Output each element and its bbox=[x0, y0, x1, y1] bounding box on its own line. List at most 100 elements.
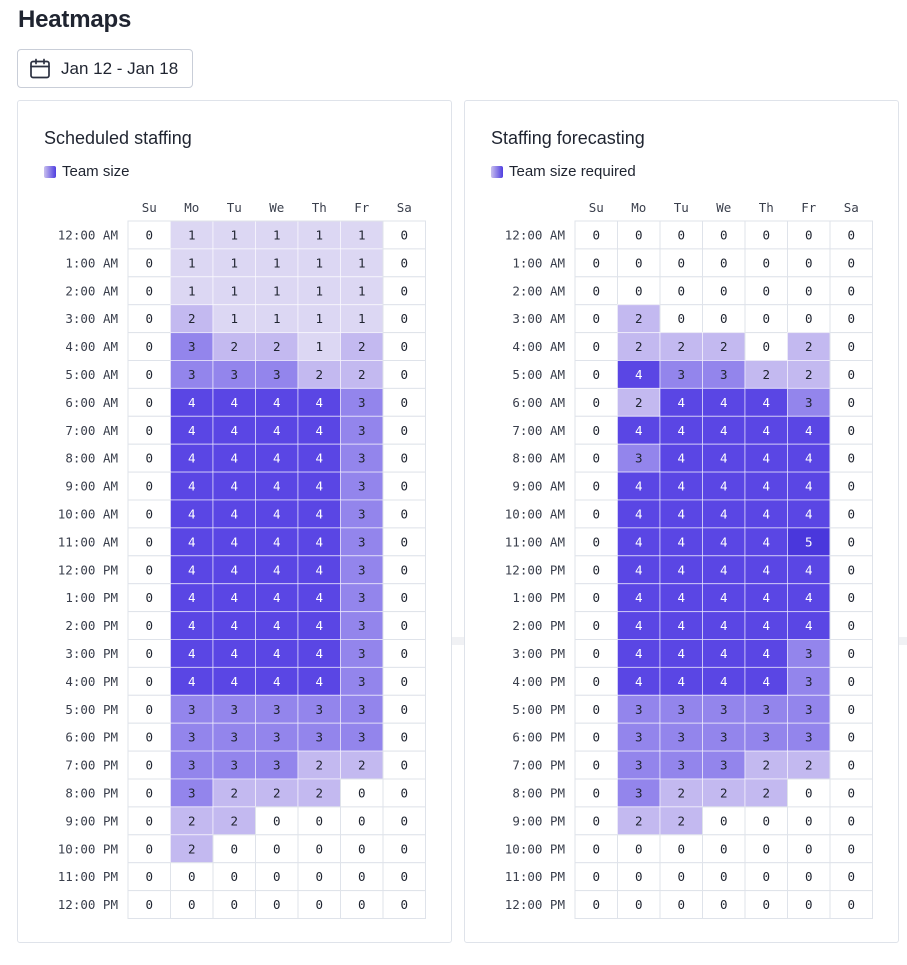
heatmap-cell bbox=[744, 276, 788, 306]
heatmap-cell bbox=[787, 611, 831, 641]
cell-value: 0 bbox=[592, 367, 600, 382]
heatmap-cell bbox=[744, 471, 788, 501]
heatmap-cell bbox=[255, 583, 299, 613]
heatmap-cell bbox=[659, 499, 703, 529]
cell-value: 3 bbox=[358, 702, 366, 717]
heatmap-cell bbox=[127, 499, 171, 529]
heatmap-cell bbox=[659, 360, 703, 389]
cell-value: 3 bbox=[230, 367, 238, 382]
heatmap-cell bbox=[829, 248, 873, 278]
cell-value: 4 bbox=[635, 367, 643, 382]
heatmap-cell bbox=[744, 666, 788, 696]
cell-value: 3 bbox=[635, 785, 643, 800]
heatmap-cell bbox=[829, 527, 873, 557]
cell-value: 4 bbox=[315, 534, 323, 549]
cell-value: 1 bbox=[315, 227, 323, 242]
hour-label: 10:00 PM bbox=[505, 841, 565, 856]
heatmap-cell bbox=[212, 862, 256, 892]
heatmap-cell bbox=[829, 276, 873, 306]
heatmap-cell bbox=[212, 443, 256, 473]
cell-value: 0 bbox=[400, 283, 408, 298]
heatmap-cell bbox=[829, 694, 873, 724]
hour-label: 7:00 AM bbox=[512, 423, 565, 438]
cell-value: 4 bbox=[762, 506, 770, 521]
date-range-button[interactable]: Jan 12 - Jan 18 bbox=[17, 49, 193, 88]
cell-value: 2 bbox=[635, 339, 643, 354]
cell-value: 0 bbox=[145, 869, 153, 884]
heatmap-cell bbox=[829, 360, 873, 389]
hour-label: 9:00 PM bbox=[65, 813, 118, 828]
cell-value: 4 bbox=[762, 395, 770, 410]
cell-value: 0 bbox=[358, 785, 366, 800]
hour-label: 1:00 AM bbox=[65, 255, 118, 270]
hour-label: 1:00 PM bbox=[65, 590, 118, 605]
cell-value: 4 bbox=[677, 479, 685, 494]
cell-value: 0 bbox=[805, 841, 813, 856]
cell-value: 0 bbox=[847, 758, 855, 773]
cell-value: 0 bbox=[847, 730, 855, 745]
heatmap-cell bbox=[255, 862, 299, 892]
heatmap-cell bbox=[255, 276, 299, 306]
cell-value: 0 bbox=[145, 506, 153, 521]
cell-value: 0 bbox=[847, 897, 855, 912]
cell-value: 1 bbox=[358, 311, 366, 326]
heatmap-cell bbox=[744, 862, 788, 892]
hour-label: 4:00 PM bbox=[65, 674, 118, 689]
heatmap-cell bbox=[212, 750, 256, 780]
cell-value: 0 bbox=[677, 841, 685, 856]
hour-label: 3:00 AM bbox=[65, 311, 118, 326]
cell-value: 4 bbox=[677, 562, 685, 577]
heatmap-cell bbox=[787, 304, 831, 334]
cell-value: 0 bbox=[592, 423, 600, 438]
hour-label: 5:00 AM bbox=[65, 367, 118, 382]
cell-value: 1 bbox=[273, 283, 281, 298]
heatmap-cell bbox=[255, 387, 299, 417]
cell-value: 0 bbox=[847, 227, 855, 242]
hour-label: 4:00 AM bbox=[512, 339, 565, 354]
heatmap-cell bbox=[617, 499, 661, 529]
cell-value: 4 bbox=[273, 395, 281, 410]
cell-value: 4 bbox=[230, 534, 238, 549]
cell-value: 0 bbox=[677, 311, 685, 326]
cell-value: 4 bbox=[273, 506, 281, 521]
heatmap-cell bbox=[212, 276, 256, 306]
cell-value: 1 bbox=[230, 311, 238, 326]
heatmap-cell bbox=[297, 694, 341, 724]
heatmap-cell bbox=[382, 890, 426, 919]
hour-label: 9:00 AM bbox=[512, 479, 565, 494]
heatmap-cell bbox=[382, 499, 426, 529]
cell-value: 0 bbox=[805, 283, 813, 298]
cell-value: 2 bbox=[635, 395, 643, 410]
cell-value: 0 bbox=[400, 618, 408, 633]
cell-value: 4 bbox=[762, 590, 770, 605]
cell-value: 0 bbox=[635, 255, 643, 270]
heatmap-cell bbox=[382, 750, 426, 780]
heatmap-cell bbox=[829, 443, 873, 473]
cell-value: 4 bbox=[188, 479, 196, 494]
cell-value: 4 bbox=[230, 562, 238, 577]
cell-value: 3 bbox=[720, 367, 728, 382]
cell-value: 4 bbox=[230, 423, 238, 438]
cell-value: 0 bbox=[145, 702, 153, 717]
cell-value: 1 bbox=[358, 227, 366, 242]
cell-value: 3 bbox=[805, 730, 813, 745]
heatmap-cell bbox=[574, 694, 618, 724]
cell-value: 4 bbox=[720, 423, 728, 438]
cell-value: 0 bbox=[400, 674, 408, 689]
heatmap-cell bbox=[340, 443, 384, 473]
cell-value: 0 bbox=[188, 897, 196, 912]
heatmap-cell bbox=[617, 387, 661, 417]
heatmap-cell bbox=[702, 220, 746, 250]
heatmap-cell bbox=[127, 639, 171, 668]
heatmap-cell bbox=[297, 360, 341, 389]
heatmap-cell bbox=[170, 555, 214, 585]
cell-value: 3 bbox=[805, 674, 813, 689]
heatmap-cell bbox=[255, 611, 299, 641]
cell-value: 4 bbox=[315, 479, 323, 494]
cell-value: 4 bbox=[273, 479, 281, 494]
cell-value: 3 bbox=[358, 534, 366, 549]
cell-value: 3 bbox=[677, 702, 685, 717]
staffing-forecasting-heatmap: Su Mo Tu We Th Fr Sa 12:00 AM 0 0 0 0 0 0 0 1:00 AM 0 0 0 0… bbox=[505, 200, 873, 919]
cell-value: 0 bbox=[400, 562, 408, 577]
